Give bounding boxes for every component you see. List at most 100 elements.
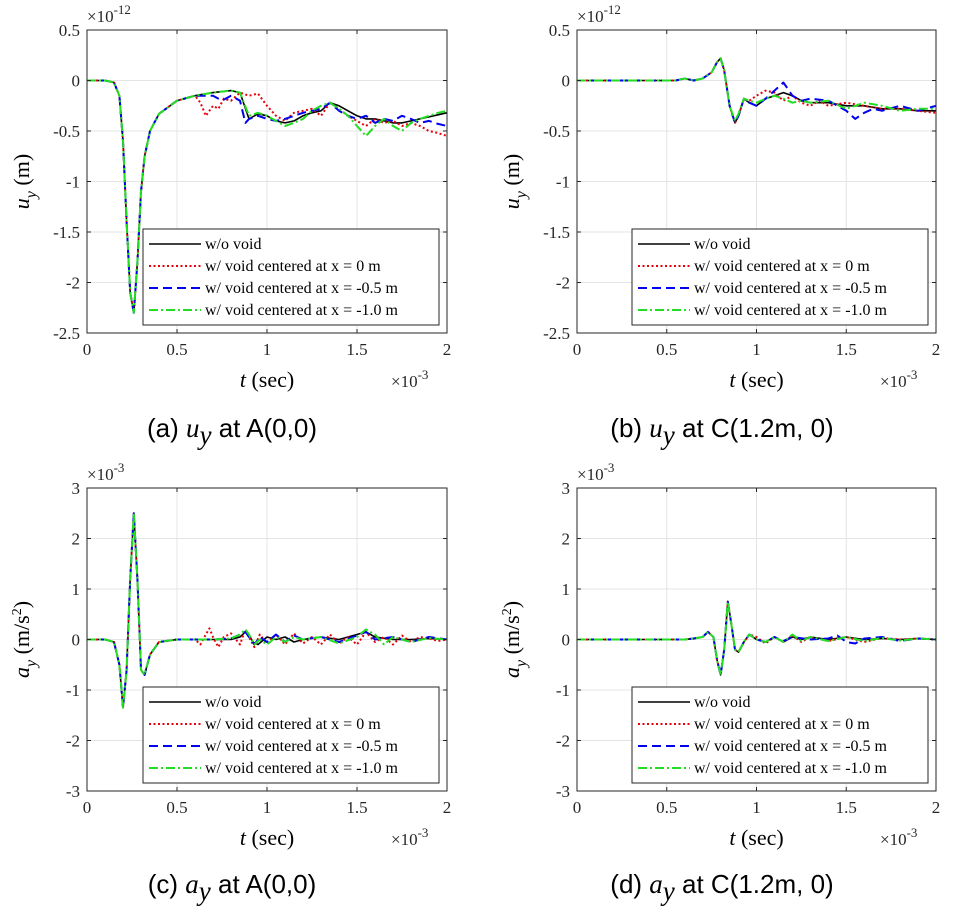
y-axis-label: uy (m) [9,154,40,209]
y-multiplier: ×10-12 [87,2,131,26]
y-tick-label: -0.5 [543,122,570,141]
x-tick-label: 1.5 [346,340,367,359]
x-tick-label: 0.5 [166,798,187,817]
y-multiplier-exp: -3 [604,460,615,475]
x-axis-var: t [240,825,247,850]
x-tick-label: 0 [83,340,92,359]
x-multiplier-exp: -3 [418,367,429,382]
x-axis-unit: (sec) [246,367,294,392]
y-tick-label: -2.5 [53,324,80,343]
series-line-2 [577,57,936,124]
series-line-4 [577,600,936,676]
caption-suffix: at A(0,0) [211,413,317,443]
y-axis-label: ay (m/s2) [9,601,40,678]
legend: w/o void w/ void centered at x = 0 m w/ vo… [142,686,440,784]
x-multiplier-base: ×10 [880,372,907,391]
caption-subscript: y [196,876,211,906]
x-multiplier: ×10-3 [391,825,428,849]
panel-caption: (a) uy at A(0,0) [147,413,317,450]
x-axis-unit: (sec) [735,367,783,392]
x-tick-label: 1 [752,340,761,359]
y-axis-label: uy (m) [499,154,530,209]
y-axis-var: a [9,667,34,678]
x-tick-label: 0.5 [656,340,677,359]
legend-label-3: w/ void centered at x = -0.5 m [205,738,399,755]
x-axis-label: t (sec) [729,825,783,850]
y-multiplier-base: ×10 [577,465,604,484]
x-multiplier-base: ×10 [880,830,907,849]
legend-label-1: w/o void [694,694,750,711]
y-axis-var: u [9,198,34,209]
y-multiplier: ×10-3 [577,460,614,484]
y-tick-label: -1 [66,173,80,192]
legend-label-3: w/ void centered at x = -0.5 m [205,280,399,297]
y-multiplier-base: ×10 [87,7,114,26]
caption-suffix: at A(0,0) [211,869,317,899]
y-axis-unit: (m/s [499,615,524,660]
y-tick-label: -2 [66,274,80,293]
caption-symbol: u [649,413,663,443]
y-tick-label: -1 [66,681,80,700]
caption-prefix: (c) [148,869,186,899]
y-multiplier-exp: -12 [604,2,621,17]
y-axis-unit-end: ) [499,601,524,608]
y-multiplier: ×10-3 [87,460,124,484]
y-tick-label: -1 [556,681,570,700]
y-tick-label: -3 [556,782,570,801]
caption-prefix: (d) [610,869,649,899]
y-tick-label: -1.5 [543,223,570,242]
y-tick-label: 3 [562,479,571,498]
y-axis-sub: y [513,190,530,200]
x-tick-label: 2 [443,340,452,359]
series-line-4 [87,512,447,709]
legend-box [631,686,929,784]
x-tick-label: 0 [83,798,92,817]
x-multiplier-exp: -3 [907,825,918,840]
series-line-4 [577,57,936,122]
x-multiplier-exp: -3 [418,825,429,840]
x-axis-var: t [729,367,736,392]
y-tick-label: 2 [562,530,571,549]
y-tick-label: 0.5 [59,21,80,40]
x-tick-label: 1.5 [836,340,857,359]
legend-box [142,228,440,326]
y-tick-label: 2 [72,530,81,549]
x-multiplier-exp: -3 [907,367,918,382]
x-tick-label: 0 [573,798,582,817]
y-tick-label: -2 [556,732,570,751]
panel-caption: (c) ay at A(0,0) [148,869,317,906]
y-axis-unit-end: ) [9,601,34,608]
legend-label-2: w/ void centered at x = 0 m [694,716,870,733]
caption-subscript: y [197,420,212,450]
x-tick-label: 1 [752,798,761,817]
y-axis-var: a [499,667,524,678]
chart-panel-b: 0 0.5 1 1.5 20.50-0.5-1-1.5-2-2.5×10-12×10-3… [499,2,940,450]
y-axis-sub: y [23,659,40,669]
panel-caption: (b) uy at C(1.2m, 0) [610,413,833,450]
x-axis-label: t (sec) [240,825,294,850]
caption-symbol: a [649,869,663,899]
x-tick-label: 0.5 [656,798,677,817]
legend: w/o void w/ void centered at x = 0 m w/ vo… [631,686,929,784]
legend: w/o void w/ void centered at x = 0 m w/ vo… [631,228,929,326]
caption-subscript: y [660,876,675,906]
legend-label-4: w/ void centered at x = -1.0 m [205,302,399,319]
caption-prefix: (b) [610,413,649,443]
y-tick-label: 1 [562,580,571,599]
y-tick-label: -2 [556,274,570,293]
y-axis-var: u [499,198,524,209]
x-axis-unit: (sec) [735,825,783,850]
x-tick-label: 0.5 [166,340,187,359]
caption-suffix: at C(1.2m, 0) [675,413,834,443]
y-axis-unit-sup: 2 [10,608,25,615]
x-tick-label: 2 [932,340,941,359]
y-multiplier-base: ×10 [577,7,604,26]
x-multiplier: ×10-3 [880,825,917,849]
legend-label-1: w/o void [694,236,750,253]
legend-label-2: w/ void centered at x = 0 m [205,258,381,275]
y-axis-label: ay (m/s2) [499,601,530,678]
y-multiplier-exp: -12 [114,2,131,17]
